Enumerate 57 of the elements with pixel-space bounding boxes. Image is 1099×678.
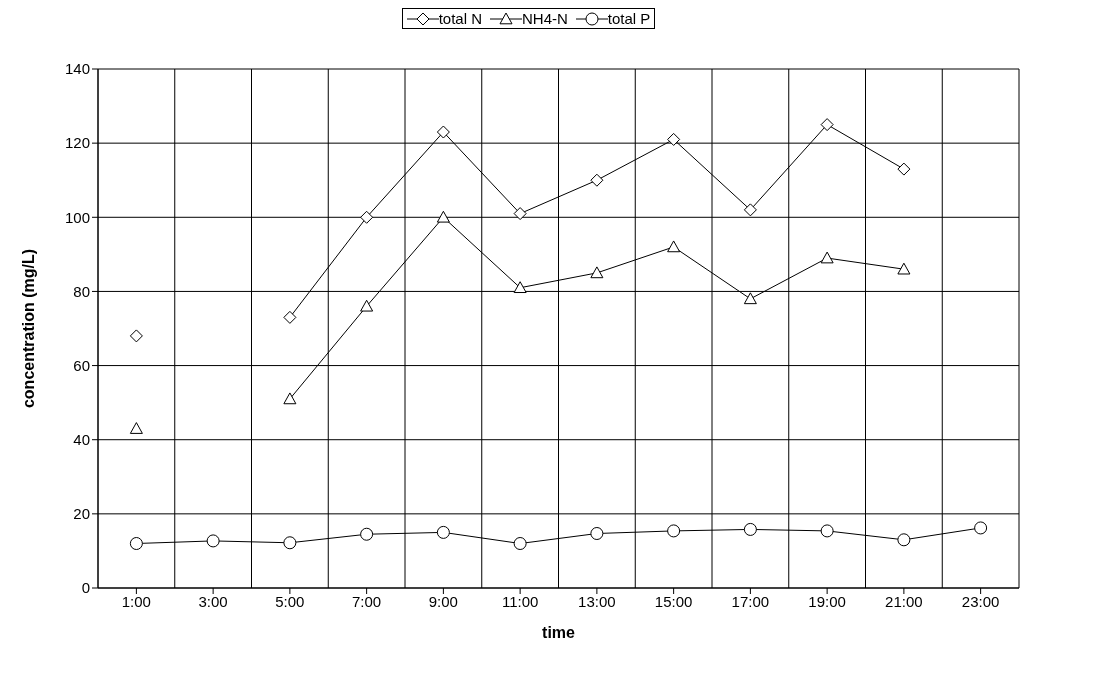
- point: [897, 162, 911, 176]
- x-tick-label: 19:00: [808, 592, 846, 610]
- point: [436, 210, 450, 223]
- point: [513, 207, 527, 221]
- point: [360, 527, 374, 541]
- point: [513, 537, 527, 551]
- y-tick-label: 20: [73, 505, 90, 523]
- y-tick-label: 0: [81, 579, 90, 597]
- point: [590, 266, 604, 279]
- x-tick-label: 13:00: [578, 592, 616, 610]
- point: [590, 173, 604, 187]
- point: [436, 125, 450, 139]
- point: [129, 537, 143, 551]
- y-tick-label: 100: [64, 208, 90, 226]
- point: [743, 522, 757, 536]
- x-tick-label: 7:00: [352, 592, 382, 610]
- x-tick-label: 5:00: [275, 592, 305, 610]
- point: [667, 132, 681, 146]
- point: [743, 292, 757, 305]
- point: [283, 536, 297, 550]
- point: [820, 118, 834, 132]
- point: [436, 525, 450, 539]
- point: [360, 210, 374, 224]
- x-tick-label: 17:00: [731, 592, 770, 610]
- legend-label: total P: [607, 10, 651, 27]
- x-tick-label: 23:00: [961, 592, 1000, 610]
- x-tick-label: 15:00: [654, 592, 693, 610]
- point: [513, 281, 527, 294]
- point: [820, 251, 834, 264]
- y-tick-label: 140: [64, 60, 90, 78]
- y-tick-label: 120: [64, 134, 90, 152]
- legend-label: total N: [438, 10, 482, 27]
- point: [743, 203, 757, 217]
- point: [283, 392, 297, 405]
- point: [590, 527, 604, 541]
- point: [820, 524, 834, 538]
- x-tick-label: 11:00: [501, 592, 539, 610]
- point: [667, 240, 681, 253]
- point: [129, 329, 143, 343]
- point: [206, 534, 220, 548]
- y-tick-label: 40: [73, 431, 90, 449]
- x-tick-label: 3:00: [198, 592, 228, 610]
- point: [129, 422, 143, 434]
- y-tick-label: 60: [73, 356, 90, 374]
- point: [974, 521, 988, 535]
- y-axis-title: concentration (mg/L): [19, 248, 37, 409]
- x-tick-label: 1:00: [121, 592, 151, 610]
- legend-label: NH4-N: [521, 10, 568, 27]
- point: [667, 524, 681, 538]
- point: [897, 533, 911, 547]
- x-axis-title: time: [542, 624, 576, 641]
- y-tick-label: 80: [73, 282, 90, 300]
- x-tick-label: 21:00: [885, 592, 923, 610]
- point: [897, 262, 911, 275]
- x-tick-label: 9:00: [428, 592, 458, 610]
- point: [283, 310, 297, 324]
- point: [360, 299, 374, 312]
